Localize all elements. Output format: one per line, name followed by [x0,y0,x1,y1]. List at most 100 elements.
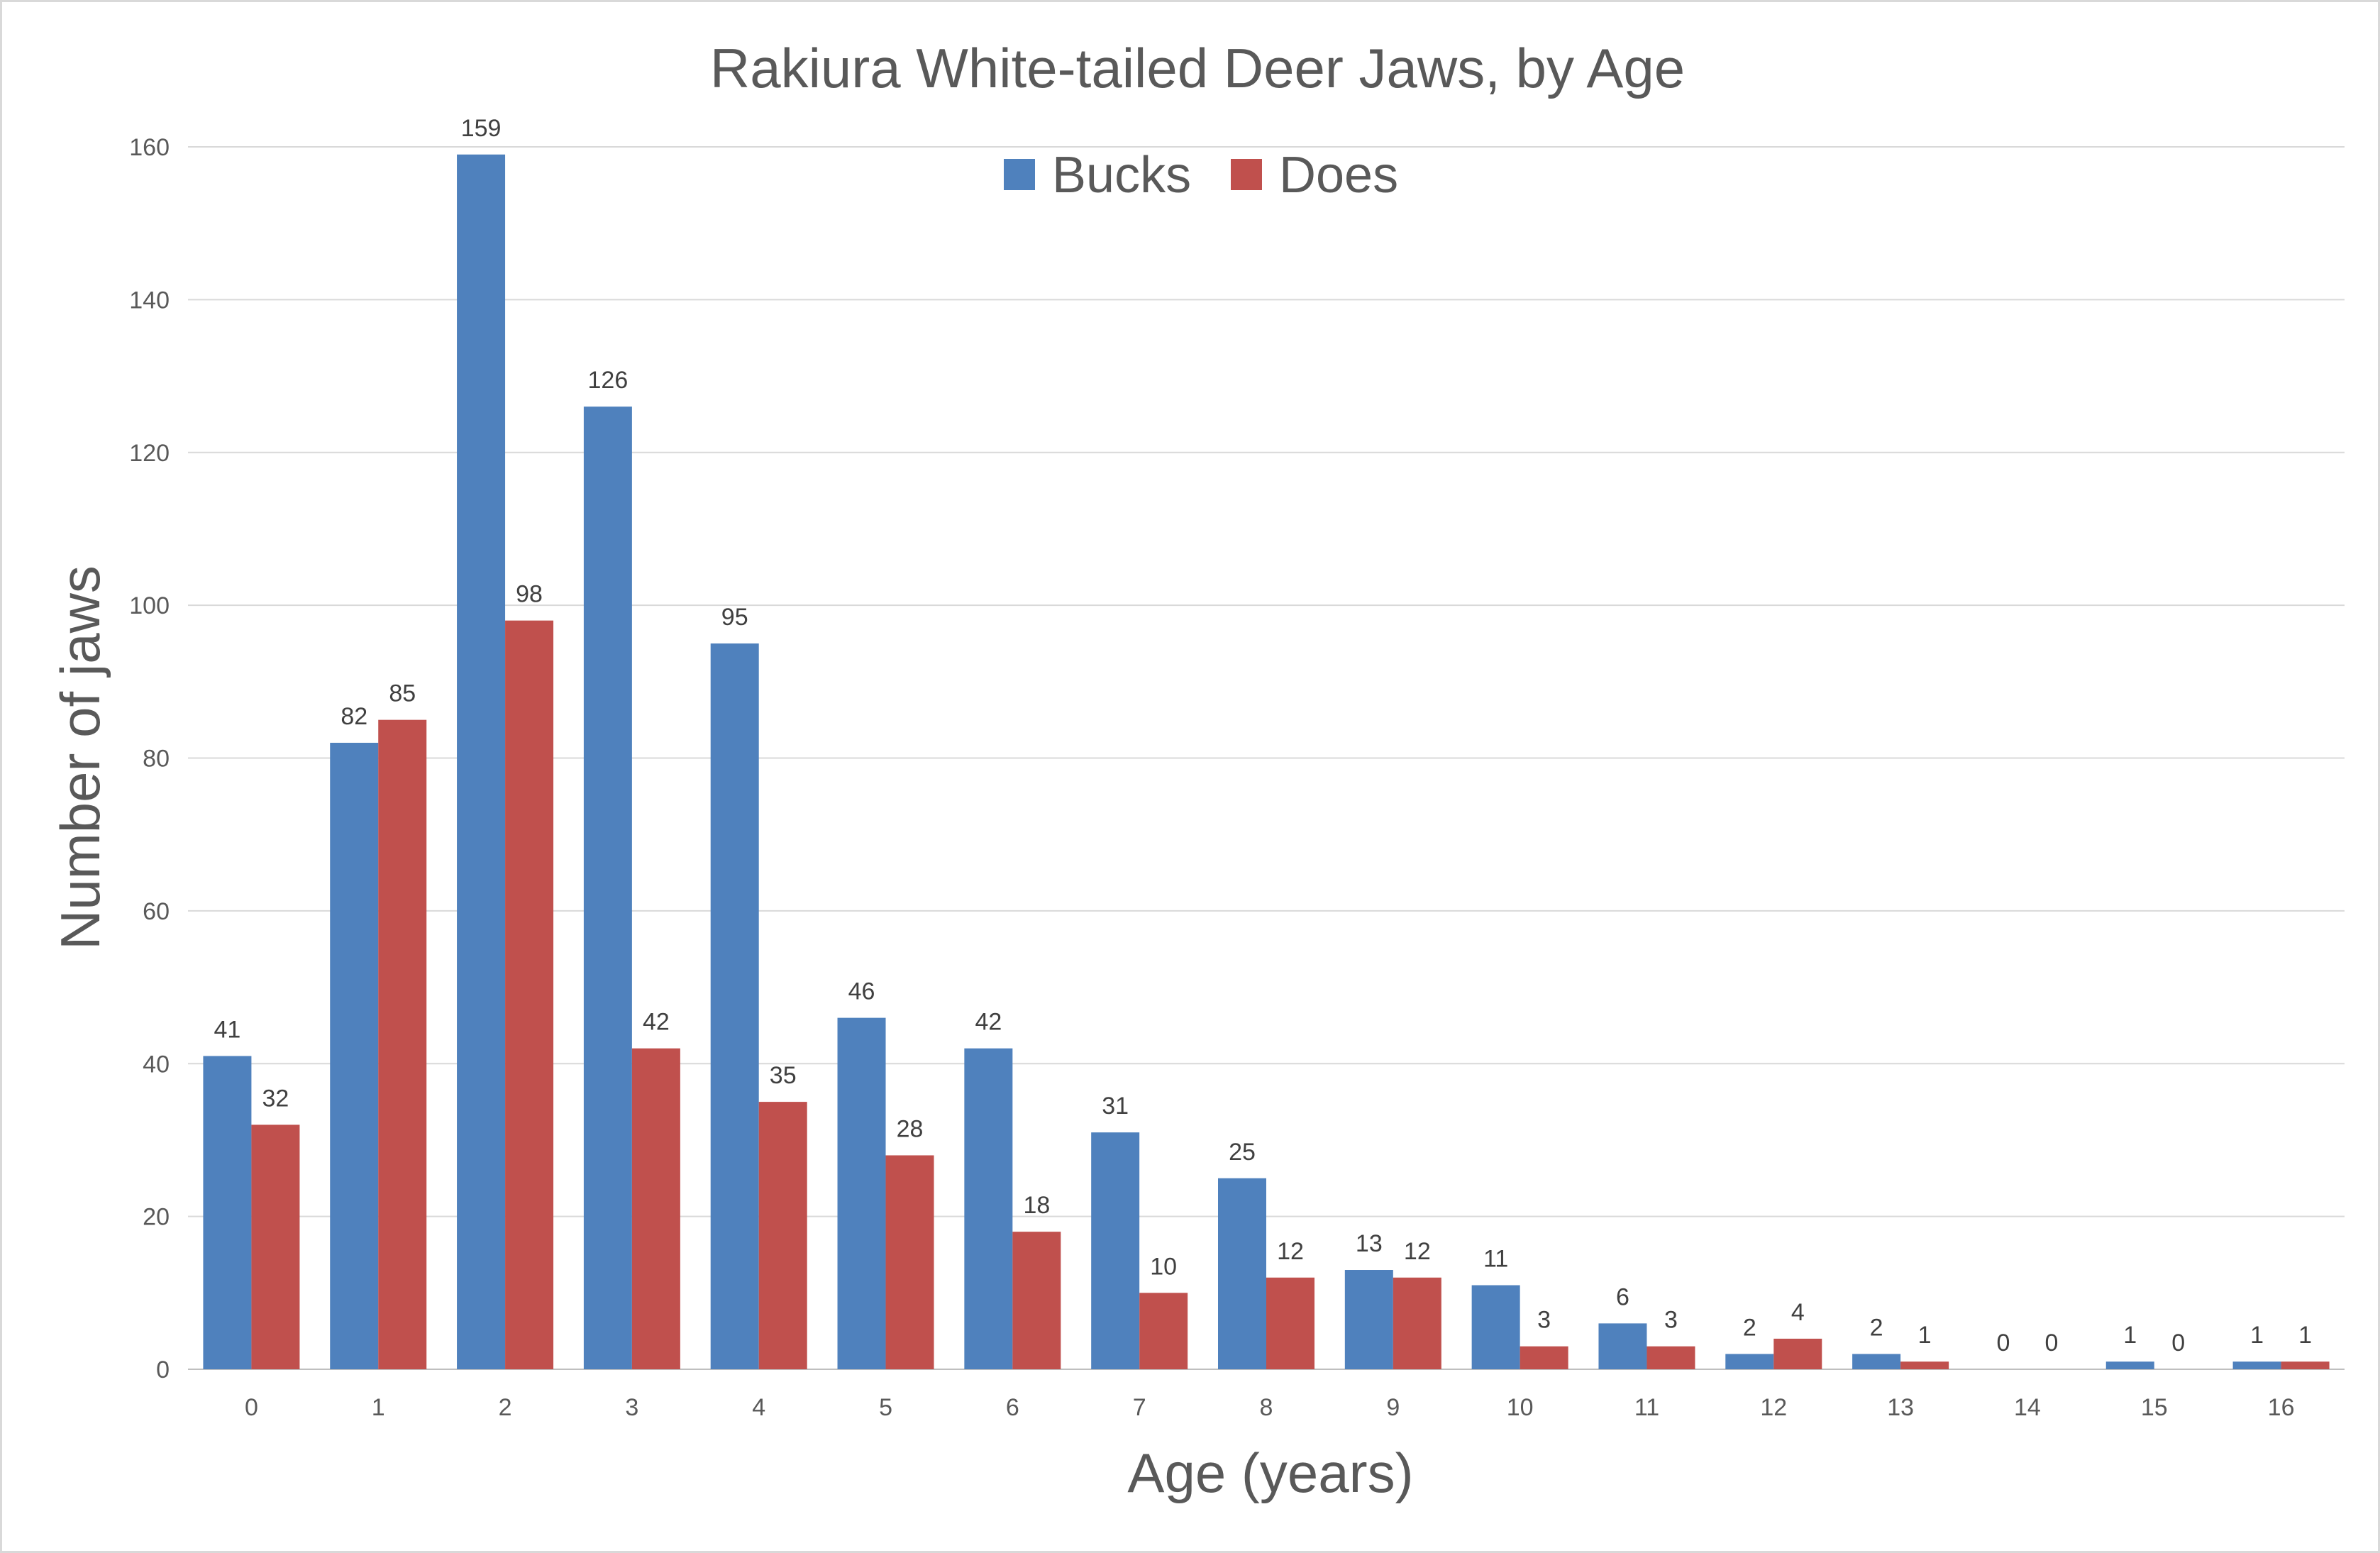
bar-bucks-8 [1218,1178,1266,1369]
x-tick-label: 5 [879,1394,892,1421]
bar-bucks-0 [203,1056,252,1369]
legend-label-bucks: Bucks [1052,147,1191,204]
bar-does-10 [1520,1346,1568,1369]
data-label-bucks-0: 41 [214,1016,240,1043]
bar-does-4 [758,1102,807,1369]
bar-bucks-1 [330,742,379,1369]
bar-does-0 [251,1124,300,1369]
bar-does-16 [2281,1361,2330,1369]
data-label-does-15: 0 [2171,1330,2185,1356]
data-label-does-14: 0 [2044,1330,2058,1356]
data-label-bucks-8: 25 [1229,1139,1256,1166]
y-tick-label: 100 [129,592,170,619]
data-label-bucks-15: 1 [2123,1322,2137,1349]
y-axis-title: Number of jaws [49,565,111,950]
y-tick-label: 60 [143,898,170,925]
data-label-does-9: 12 [1404,1238,1431,1265]
data-label-bucks-10: 11 [1483,1246,1508,1273]
x-tick-label: 13 [1887,1394,1914,1421]
x-tick-label: 16 [2268,1394,2295,1421]
x-tick-label: 4 [752,1394,765,1421]
data-label-does-7: 10 [1150,1253,1177,1280]
bar-bucks-3 [583,407,632,1370]
data-label-does-3: 42 [643,1009,670,1036]
data-label-does-6: 18 [1023,1192,1050,1219]
chart-title: Rakiura White-tailed Deer Jaws, by Age [710,37,1685,99]
data-label-does-16: 1 [2298,1322,2312,1349]
data-label-bucks-14: 0 [1996,1330,2010,1356]
x-tick-label: 7 [1133,1394,1146,1421]
bar-does-11 [1646,1346,1695,1369]
x-tick-label: 9 [1386,1394,1400,1421]
bar-bucks-13 [1852,1354,1901,1369]
y-axis-ticks: 0 20 40 60 80 100 120 140 160 [129,134,170,1383]
data-label-bucks-4: 95 [721,604,748,631]
x-tick-label: 15 [2141,1394,2168,1421]
x-tick-label: 14 [2014,1394,2041,1421]
bar-bucks-11 [1598,1323,1647,1369]
data-label-does-1: 85 [389,680,416,707]
bar-does-1 [378,719,427,1369]
x-tick-label: 0 [245,1394,258,1421]
bar-does-13 [1900,1361,1949,1369]
data-label-does-8: 12 [1277,1238,1304,1265]
y-tick-label: 120 [129,440,170,467]
bar-bucks-5 [837,1017,886,1369]
bar-does-7 [1139,1293,1188,1369]
bar-bucks-7 [1091,1132,1140,1369]
data-label-bucks-16: 1 [2250,1322,2264,1349]
data-label-does-10: 3 [1537,1307,1551,1334]
y-tick-label: 160 [129,134,170,161]
legend-swatch-bucks [1004,159,1035,190]
data-label-bucks-11: 6 [1616,1283,1629,1310]
bar-does-8 [1266,1277,1314,1369]
bar-does-9 [1393,1277,1441,1369]
data-label-does-11: 3 [1664,1307,1678,1334]
data-label-bucks-12: 2 [1743,1314,1756,1341]
legend-swatch-does [1231,159,1262,190]
data-label-does-4: 35 [770,1062,797,1089]
bar-bucks-4 [710,643,759,1369]
data-label-bucks-5: 46 [848,978,875,1005]
x-axis-ticks: 0 1 2 3 4 5 6 7 8 9 10 11 12 13 14 15 16 [245,1394,2295,1421]
data-label-bucks-7: 31 [1102,1093,1129,1120]
x-tick-label: 2 [499,1394,512,1421]
bar-does-5 [885,1155,934,1369]
x-tick-label: 8 [1260,1394,1273,1421]
data-label-bucks-2: 159 [461,115,502,142]
bar-bucks-6 [964,1048,1013,1369]
x-tick-label: 1 [372,1394,385,1421]
data-label-does-12: 4 [1791,1299,1805,1326]
x-tick-label: 6 [1006,1394,1019,1421]
x-tick-label: 12 [1760,1394,1787,1421]
y-tick-label: 80 [143,746,170,773]
bar-does-3 [631,1048,680,1369]
y-tick-label: 20 [143,1204,170,1231]
y-tick-label: 140 [129,287,170,314]
y-tick-label: 40 [143,1051,170,1078]
data-label-bucks-9: 13 [1356,1230,1383,1257]
bar-bucks-16 [2232,1361,2281,1369]
legend: Bucks Does [1004,147,1398,204]
y-tick-label: 0 [156,1356,170,1383]
legend-label-does: Does [1279,147,1398,204]
data-label-bucks-6: 42 [975,1009,1002,1036]
x-tick-label: 10 [1507,1394,1534,1421]
bar-bucks-10 [1471,1285,1520,1369]
bar-does-2 [505,620,554,1369]
x-tick-label: 3 [625,1394,638,1421]
data-label-does-2: 98 [516,581,543,608]
data-label-bucks-3: 126 [588,367,629,394]
data-label-bucks-13: 2 [1870,1314,1883,1341]
bars [203,154,2330,1370]
bar-bucks-9 [1344,1270,1393,1369]
bar-does-6 [1012,1232,1061,1369]
bar-bucks-12 [1725,1354,1774,1369]
data-label-does-13: 1 [1918,1322,1932,1349]
bar-does-12 [1773,1338,1822,1369]
data-label-does-0: 32 [262,1085,289,1112]
data-label-does-5: 28 [897,1115,924,1142]
